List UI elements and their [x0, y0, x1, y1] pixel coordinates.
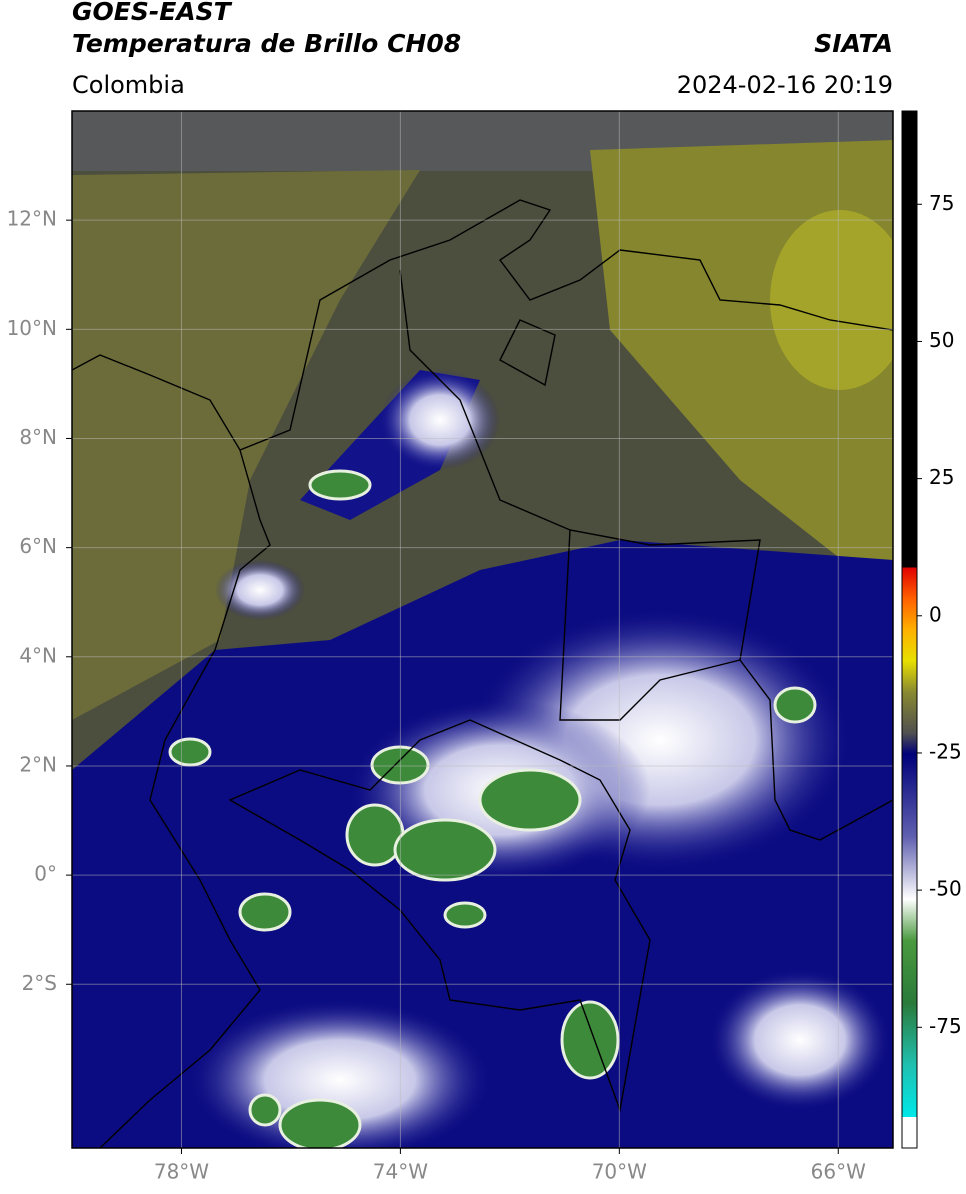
lon-tick-label: 66°W	[811, 1160, 866, 1184]
colorbar-tick-label: 0	[929, 602, 942, 626]
datetime: 2024-02-16 20:19	[677, 71, 893, 99]
lon-tick-label: 70°W	[592, 1160, 647, 1184]
colorbar-tick-label: 75	[929, 191, 954, 215]
region: Colombia	[72, 71, 185, 99]
lat-tick-label: 0°	[34, 862, 57, 886]
colorbar-tick-label: 50	[929, 328, 954, 352]
grid	[72, 111, 893, 1148]
lat-tick-label: 12°N	[7, 207, 57, 231]
satellite: GOES-EAST	[72, 0, 233, 26]
lat-tick-label: 8°N	[19, 425, 57, 449]
lat-tick-label: 6°N	[19, 534, 57, 558]
lat-tick-label: 2°S	[22, 971, 57, 995]
map-frame	[71, 110, 894, 1149]
colorbar	[901, 110, 918, 1149]
lat-tick-label: 2°N	[19, 752, 57, 776]
colorbar-tick-label: -75	[929, 1014, 962, 1038]
colorbar-tick-label: -25	[929, 739, 962, 763]
colorbar-tick-label: -50	[929, 877, 962, 901]
lat-tick-label: 4°N	[19, 643, 57, 667]
product: Temperatura de Brillo CH08	[72, 29, 461, 58]
lon-tick-label: 74°W	[373, 1160, 428, 1184]
lat-tick-label: 10°N	[7, 316, 57, 340]
source: SIATA	[814, 29, 893, 58]
satellite-image	[72, 111, 893, 1148]
colorbar-tick-label: 25	[929, 465, 954, 489]
lon-tick-label: 78°W	[154, 1160, 209, 1184]
